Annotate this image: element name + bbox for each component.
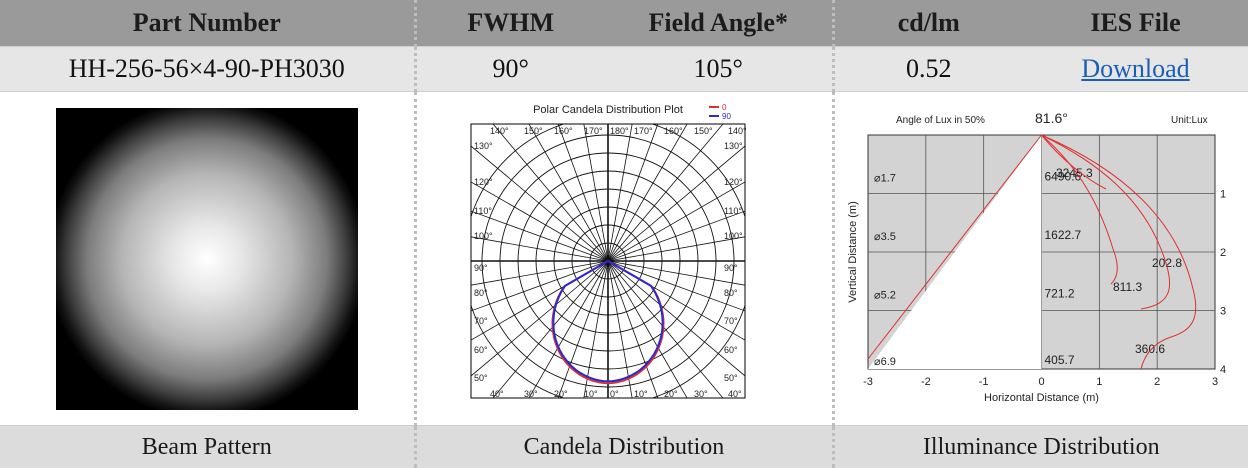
illum-xlabel: Horizontal Distance (m)	[984, 392, 1099, 404]
polar-angle-label: 160°	[664, 126, 683, 136]
polar-spoke	[608, 261, 708, 419]
polar-spoke	[608, 99, 708, 261]
polar-angle-label-right: 50°	[724, 373, 738, 383]
part-number-value: HH-256-56×4-90-PH3030	[0, 47, 415, 92]
legend-label-0: 0	[722, 103, 727, 112]
illum-title: Angle of Lux in 50%	[896, 115, 985, 126]
illum-x-tick: 1	[1097, 376, 1103, 388]
polar-angle-label-right: 70°	[724, 316, 738, 326]
polar-angle-label: 20°	[554, 389, 568, 399]
polar-angle-label: 10°	[634, 389, 648, 399]
illum-center-lux: 405.7	[1045, 353, 1075, 367]
polar-angle-label: 20°	[664, 389, 678, 399]
illum-x-tick: 3	[1212, 376, 1218, 388]
polar-angle-label: 30°	[694, 389, 708, 399]
beam-pattern-cell	[0, 92, 415, 426]
polar-spoke	[608, 99, 676, 261]
polar-angle-label: 120°	[474, 177, 493, 187]
polar-angle-label: 110°	[474, 206, 492, 216]
beam-pattern-image	[56, 108, 358, 410]
illum-x-tick: -1	[979, 376, 989, 388]
header-part-number: Part Number	[0, 0, 415, 47]
illum-angle: 81.6°	[1035, 110, 1068, 126]
illum-x-tick: -3	[863, 376, 873, 388]
polar-angle-label: 10°	[584, 389, 598, 399]
polar-angle-label: 150°	[524, 126, 543, 136]
ies-file-cell: Download	[1023, 47, 1248, 92]
polar-angle-label-right: 120°	[724, 177, 743, 187]
illum-x-tick: 2	[1154, 376, 1160, 388]
illum-center-lux: 721.2	[1045, 286, 1075, 300]
polar-angle-label: 30°	[524, 389, 538, 399]
caption-candela: Candela Distribution	[415, 426, 833, 468]
illum-y-tick: 2	[1220, 247, 1226, 259]
polar-angle-label: 70°	[474, 316, 488, 326]
polar-angle-label: 90°	[474, 263, 488, 273]
value-row: HH-256-56×4-90-PH3030 90° 105° 0.52 Down…	[0, 47, 1248, 92]
illuminance-plot: Angle of Lux in 50% 81.6° Unit:Lux -3 -2 -1 0 1…	[841, 99, 1241, 419]
polar-angle-label: 50°	[474, 373, 488, 383]
polar-angle-label: 150°	[694, 126, 713, 136]
illum-diameter: ⌀6.9	[874, 356, 896, 368]
polar-spoke	[540, 261, 608, 419]
polar-angle-label: 140°	[728, 126, 747, 136]
polar-angle-label-right: 100°	[724, 231, 743, 241]
polar-angle-label: 170°	[584, 126, 603, 136]
header-fwhm: FWHM	[415, 0, 605, 47]
caption-row: Beam Pattern Candela Distribution Illumi…	[0, 426, 1248, 468]
polar-angle-label: 80°	[474, 288, 488, 298]
illum-ylabel: Vertical Distance (m)	[847, 201, 859, 302]
illum-diameter: ⌀1.7	[874, 172, 896, 184]
polar-angle-label: 170°	[634, 126, 653, 136]
polar-angle-label-right: 130°	[724, 141, 743, 151]
illum-x-tick: -2	[921, 376, 931, 388]
illum-center-lux: 1622.7	[1045, 228, 1082, 242]
illum-contour-label: 360.6	[1135, 342, 1165, 356]
polar-spoke	[508, 99, 608, 261]
header-ies-file: IES File	[1023, 0, 1248, 47]
polar-angle-label: 100°	[474, 231, 493, 241]
illum-diameter: ⌀5.2	[874, 289, 896, 301]
fwhm-value: 90°	[415, 47, 605, 92]
candela-cell: Polar Candela Distribution Plot 140° 150° 1…	[415, 92, 833, 426]
illum-y-tick: 4	[1220, 364, 1226, 376]
polar-spoke	[419, 226, 608, 261]
header-cd-lm: cd/lm	[833, 0, 1023, 47]
polar-angle-label: 0°	[610, 389, 619, 399]
polar-angle-label-right: 90°	[724, 263, 738, 273]
illum-y-tick: 1	[1220, 188, 1226, 200]
legend-label-90: 90	[722, 112, 731, 121]
polar-angle-label-right: 80°	[724, 288, 738, 298]
illum-unit: Unit:Lux	[1171, 115, 1208, 126]
polar-angle-label-right: 110°	[724, 206, 742, 216]
polar-angle-label: 40°	[490, 389, 504, 399]
illum-x-tick: 0	[1039, 376, 1045, 388]
illum-y-tick: 3	[1220, 305, 1226, 317]
caption-illuminance: Illuminance Distribution	[833, 426, 1248, 468]
polar-spoke	[540, 99, 608, 261]
polar-candela-plot: Polar Candela Distribution Plot 140° 150° 1…	[419, 99, 829, 419]
polar-angle-label: 160°	[554, 126, 573, 136]
field-angle-value: 105°	[605, 47, 833, 92]
polar-angle-label: 40°	[728, 389, 742, 399]
download-link[interactable]: Download	[1081, 54, 1189, 83]
illum-diameter: ⌀3.5	[874, 231, 896, 243]
header-row: Part Number FWHM Field Angle* cd/lm IES …	[0, 0, 1248, 47]
caption-beam-pattern: Beam Pattern	[0, 426, 415, 468]
polar-title: Polar Candela Distribution Plot	[533, 104, 683, 116]
illuminance-cell: Angle of Lux in 50% 81.6° Unit:Lux -3 -2 -1 0 1…	[833, 92, 1248, 426]
header-field-angle: Field Angle*	[605, 0, 833, 47]
polar-angle-label: 180°	[610, 126, 629, 136]
polar-angle-label: 60°	[474, 345, 488, 355]
cd-lm-value: 0.52	[833, 47, 1023, 92]
polar-angle-label-right: 60°	[724, 345, 738, 355]
polar-angle-label: 140°	[490, 126, 509, 136]
polar-angle-label: 130°	[474, 141, 493, 151]
illum-contour-label: 811.3	[1113, 280, 1142, 294]
